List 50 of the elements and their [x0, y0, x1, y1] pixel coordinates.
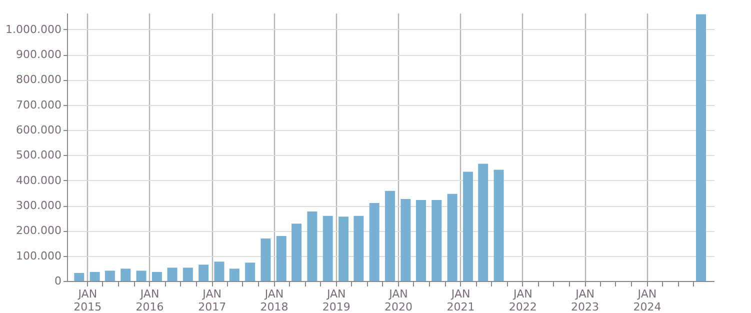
y-tick-label: 900.000: [16, 48, 62, 62]
bar: [400, 198, 411, 281]
y-tick-label: 200.000: [16, 224, 62, 238]
x-tick-label: JAN 2023: [571, 288, 600, 313]
bar: [307, 212, 318, 281]
bar: [696, 14, 706, 281]
bar: [229, 268, 240, 281]
bar: [74, 272, 84, 281]
bar: [292, 224, 302, 281]
y-tick-label: 300.000: [16, 199, 62, 212]
y-tick-label: 500.000: [16, 148, 62, 162]
bar: [198, 264, 209, 281]
x-tick-label: JAN 2015: [74, 288, 102, 313]
bar: [90, 272, 100, 281]
x-tick-label: JAN 2016: [136, 288, 164, 313]
bar: [447, 194, 458, 281]
y-tick-label: 700.000: [16, 98, 62, 112]
bar: [245, 262, 256, 281]
y-tick-label: 600.000: [16, 124, 62, 137]
x-tick-label: JAN 2020: [384, 288, 412, 313]
x-tick-label: JAN 2022: [508, 288, 537, 313]
y-tick-label: 800.000: [16, 73, 62, 86]
bar: [276, 236, 286, 281]
y-tick-label: 1.000.000: [6, 22, 62, 36]
bar: [494, 170, 504, 281]
bar: [432, 200, 442, 281]
y-tick-label: 0: [54, 274, 62, 288]
bar: [120, 268, 131, 281]
bar: [152, 272, 162, 281]
x-tick-label: JAN 2018: [260, 288, 288, 313]
bar: [167, 268, 178, 281]
bar: [354, 216, 364, 281]
bar: [478, 164, 488, 281]
bar: [104, 270, 115, 281]
x-tick-label: JAN 2024: [633, 288, 662, 313]
x-tick-label: JAN 2019: [322, 288, 350, 313]
bar: [322, 216, 333, 281]
bar: [260, 238, 271, 281]
bar: [136, 270, 146, 281]
bar: [369, 202, 380, 281]
bar: [214, 262, 224, 281]
bar: [384, 190, 395, 281]
y-tick-label: 400.000: [16, 174, 62, 187]
x-tick-label: JAN 2017: [198, 288, 226, 313]
bar: [462, 172, 473, 281]
bar: [182, 268, 193, 281]
bar: [338, 216, 349, 281]
bar: [416, 200, 426, 281]
x-tick-label: JAN 2021: [446, 288, 475, 313]
y-tick-label: 100.000: [16, 249, 62, 262]
